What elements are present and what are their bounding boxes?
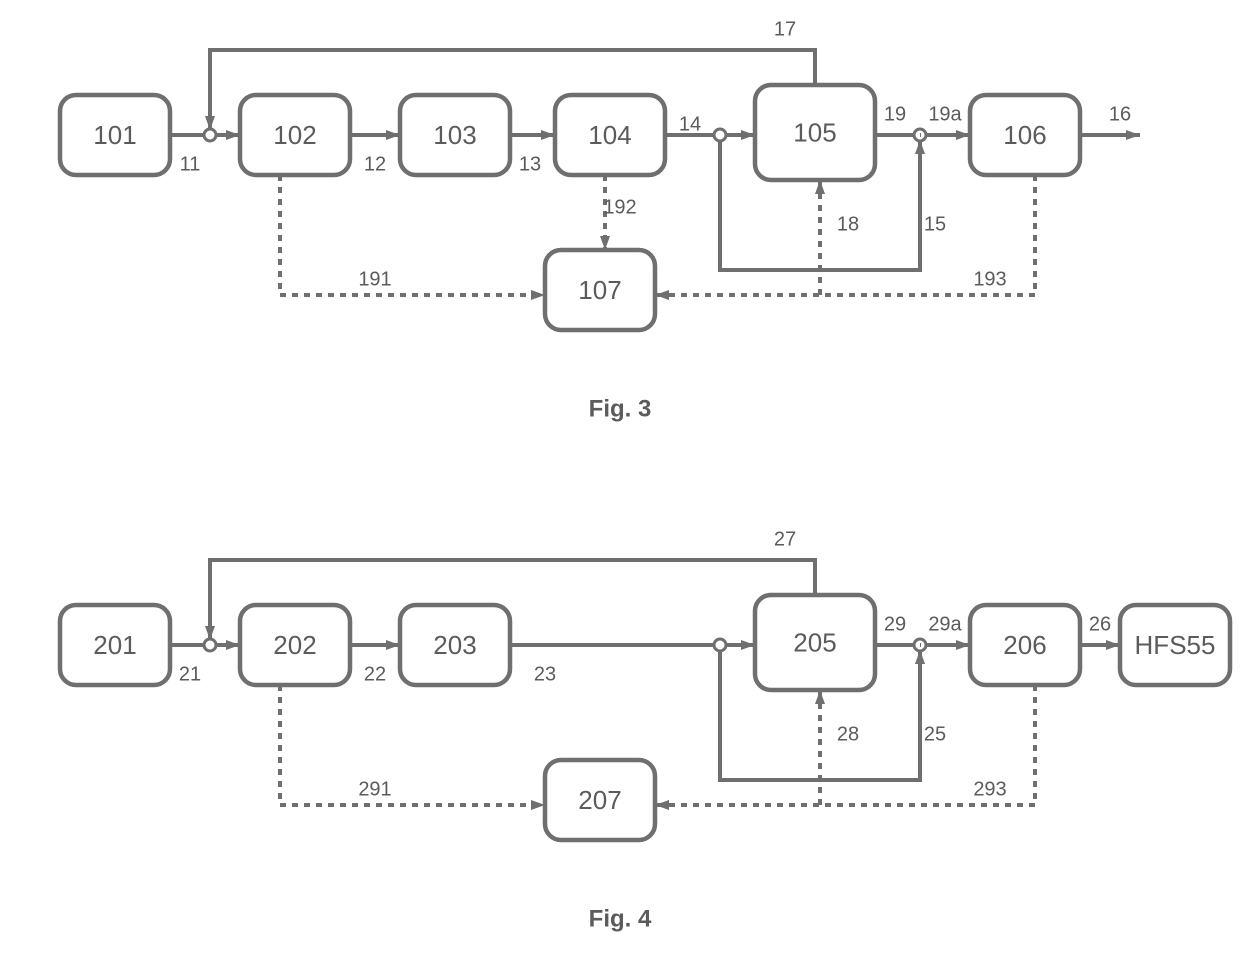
edge-e27: [210, 560, 815, 640]
edge-label: 16: [1109, 103, 1131, 125]
edge-label: 13: [519, 153, 541, 175]
edge-label: 19a: [928, 103, 962, 125]
arrowhead: [1126, 130, 1140, 140]
edge-label: 192: [603, 196, 636, 218]
arrowhead: [205, 626, 215, 640]
edge-label: 21: [179, 663, 201, 685]
edge-label: 193: [973, 268, 1006, 290]
edge-label: 15: [924, 213, 946, 235]
edge-label: 11: [180, 153, 201, 175]
edge-label: 291: [358, 778, 391, 800]
block-label: 101: [93, 120, 136, 150]
edge-label: 18: [837, 213, 859, 235]
junction: [714, 639, 726, 651]
block-label: 202: [273, 630, 316, 660]
arrowhead: [915, 140, 925, 154]
edge-label: 19: [884, 103, 906, 125]
block-label: 103: [433, 120, 476, 150]
block-label: 104: [588, 120, 631, 150]
edge-e291: [280, 685, 545, 805]
edge-label: 25: [924, 723, 946, 745]
block-label: 106: [1003, 120, 1046, 150]
edge-label: 28: [837, 723, 859, 745]
edge-label: 191: [358, 268, 391, 290]
edge-label: 17: [774, 18, 796, 40]
arrowhead: [205, 116, 215, 130]
figure-caption: Fig. 3: [589, 395, 652, 422]
figure-caption: Fig. 4: [589, 905, 652, 932]
junction: [204, 129, 216, 141]
diagram-canvas: 11 12 13 14 19 19a 16 17 15 192 18 191 193 101 102 103 1…: [0, 0, 1240, 976]
edge-label: 29a: [928, 613, 962, 635]
block-label: 105: [793, 117, 836, 147]
edge-label: 26: [1089, 613, 1111, 635]
block-label: 107: [578, 275, 621, 305]
edge-e191: [280, 175, 545, 295]
edge-e17: [210, 50, 815, 130]
block-label: 206: [1003, 630, 1046, 660]
edge-label: 293: [973, 778, 1006, 800]
block-label: 102: [273, 120, 316, 150]
junction: [204, 639, 216, 651]
block-label: HFS55: [1135, 630, 1216, 660]
junction: [714, 129, 726, 141]
edge-label: 12: [364, 153, 386, 175]
arrowhead: [915, 650, 925, 664]
edge-label: 14: [679, 113, 701, 135]
block-label: 207: [578, 785, 621, 815]
edge-label: 22: [364, 663, 386, 685]
block-label: 201: [93, 630, 136, 660]
edge-label: 27: [774, 528, 796, 550]
block-label: 205: [793, 627, 836, 657]
edge-label: 29: [884, 613, 906, 635]
edge-label: 23: [534, 663, 556, 685]
block-label: 203: [433, 630, 476, 660]
